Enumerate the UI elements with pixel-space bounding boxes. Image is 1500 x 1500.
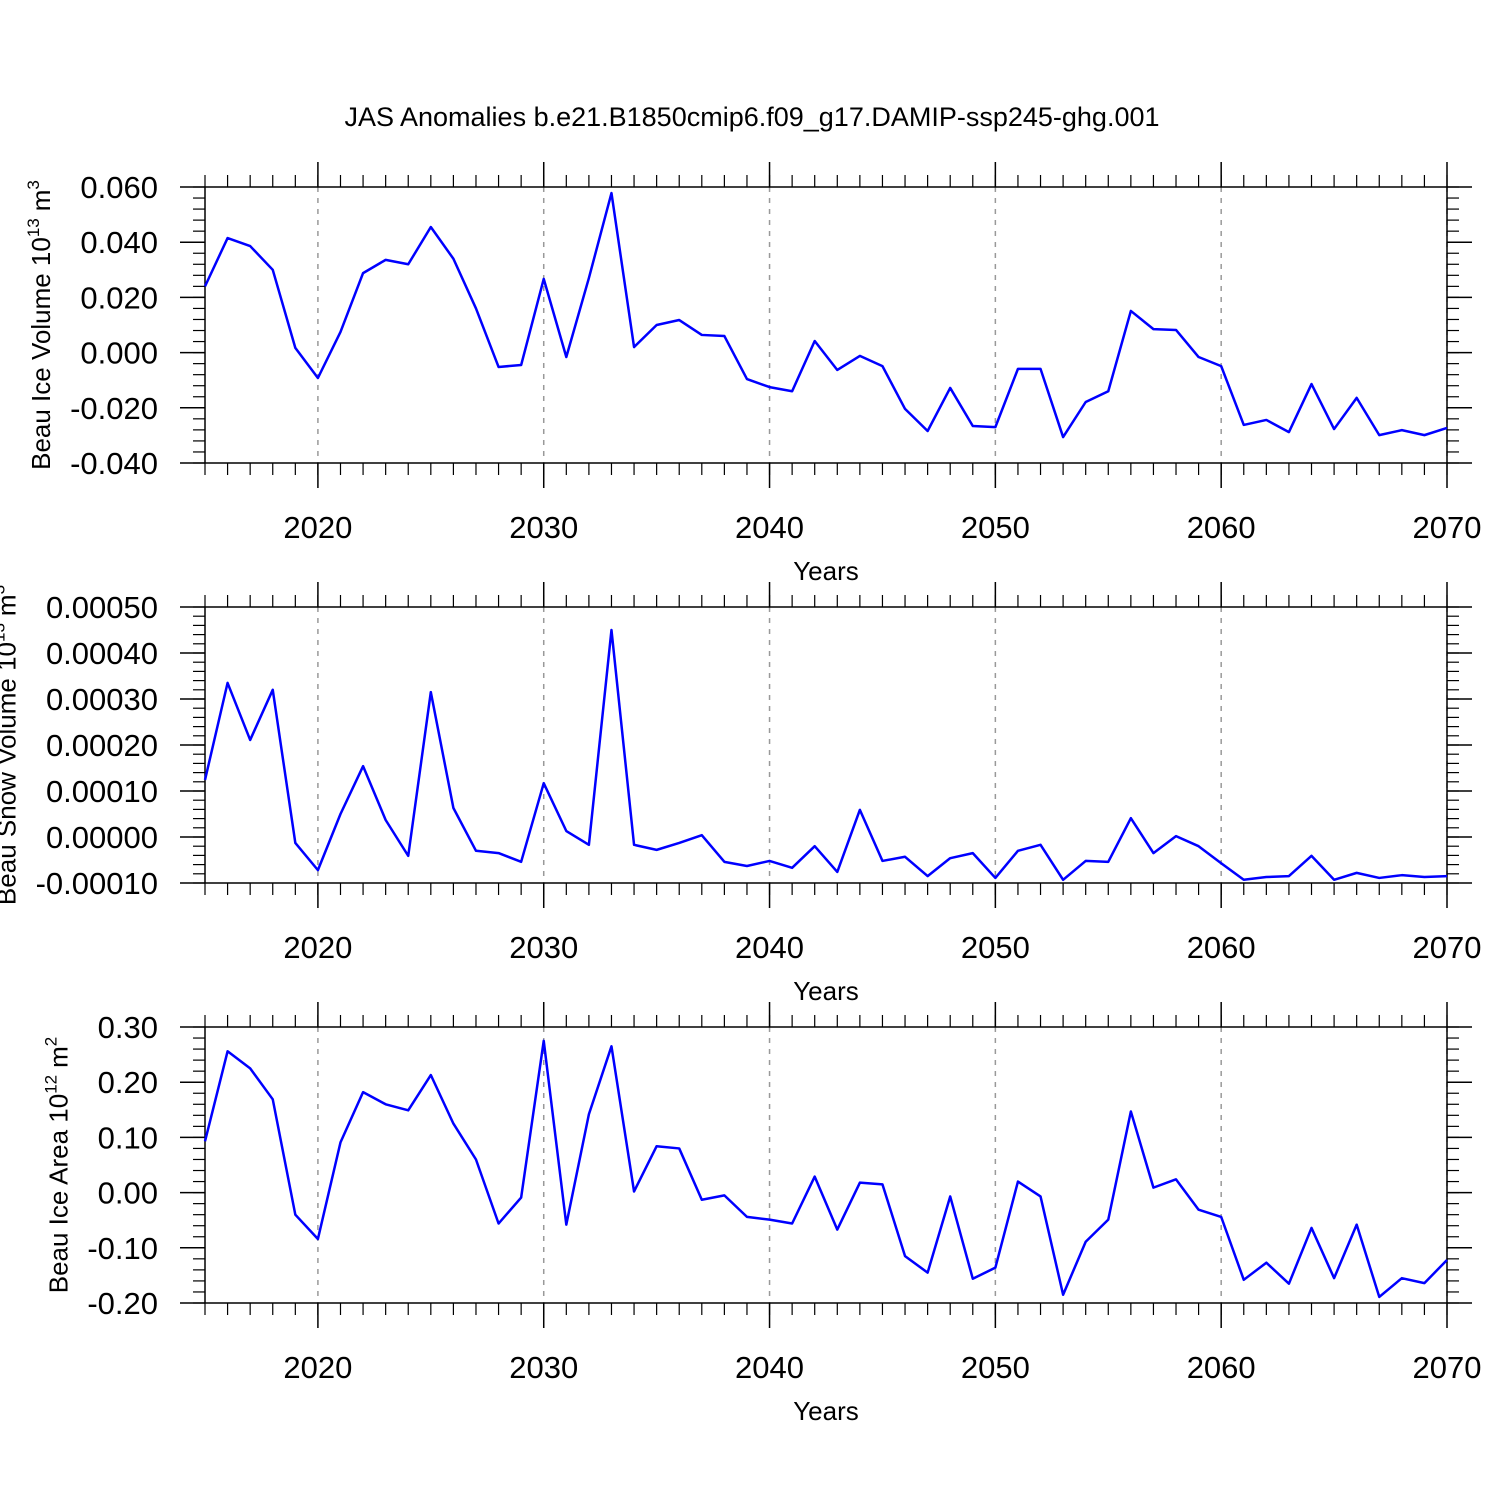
y-tick-label: 0.040 [80,225,158,260]
x-tick-label: 2020 [283,510,352,545]
y-tick-label: 0.20 [98,1065,158,1100]
y-axis-label-text: Beau Snow Volume 10 [0,642,22,905]
y-axis-label-unit-power: 3 [24,180,43,189]
plot-frame [204,186,1448,464]
y-axis-label-unit: m [0,594,22,616]
plot-frame [204,606,1448,884]
x-tick-label: 2070 [1413,930,1482,965]
y-axis-label-unit-power: 2 [41,1037,60,1046]
data-line [203,191,1448,439]
y-tick-label: 0.00010 [46,774,158,809]
y-axis-label: Beau Ice Area 1012 m2 [41,1037,73,1294]
y-tick-label: 0.00030 [46,682,158,717]
y-axis-label-power: 12 [41,1075,60,1094]
y-axis-label-unit-power: 3 [0,585,9,594]
y-axis-label-text: Beau Ice Volume 10 [26,237,56,470]
y-tick-label: -0.040 [70,446,158,481]
y-axis-label-unit: m [43,1046,73,1068]
plot-frame [204,1026,1448,1304]
y-tick-label: -0.20 [87,1286,158,1321]
x-tick-label: 2050 [961,1350,1030,1385]
x-axis-label: Years [793,976,859,1006]
y-axis-label-power: 13 [0,623,9,642]
x-tick-label: 2040 [735,930,804,965]
x-tick-label: 2070 [1413,510,1482,545]
y-axis-label: Beau Ice Volume 1013 m3 [24,180,56,470]
data-line [203,1039,1448,1299]
y-axis-label-power: 13 [24,218,43,237]
y-axis-label: Beau Snow Volume 1013 m3 [0,585,22,905]
y-tick-label: 0.00040 [46,636,158,671]
y-tick-label: -0.10 [87,1231,158,1266]
y-tick-label: 0.020 [80,280,158,315]
y-tick-label: -0.00010 [36,866,158,901]
x-tick-label: 2030 [509,510,578,545]
data-line [203,628,1448,882]
chart-title: JAS Anomalies b.e21.B1850cmip6.f09_g17.D… [344,102,1159,132]
y-tick-label: -0.020 [70,391,158,426]
x-tick-label: 2050 [961,930,1030,965]
x-axis-label: Years [793,556,859,586]
x-tick-label: 2020 [283,1350,352,1385]
x-tick-label: 2070 [1413,1350,1482,1385]
x-tick-label: 2040 [735,1350,804,1385]
x-tick-label: 2060 [1187,1350,1256,1385]
y-tick-label: 0.000 [80,336,158,371]
x-tick-label: 2050 [961,510,1030,545]
x-tick-label: 2040 [735,510,804,545]
y-tick-label: 0.00020 [46,728,158,763]
y-tick-label: 0.00 [98,1176,158,1211]
x-tick-label: 2060 [1187,510,1256,545]
y-tick-label: 0.30 [98,1010,158,1045]
y-tick-label: 0.00000 [46,820,158,855]
y-tick-label: 0.060 [80,170,158,205]
y-tick-label: 0.00050 [46,590,158,625]
x-tick-label: 2030 [509,1350,578,1385]
y-axis-label-text: Beau Ice Area 10 [43,1094,73,1293]
x-tick-label: 2020 [283,930,352,965]
x-axis-label: Years [793,1396,859,1426]
x-tick-label: 2060 [1187,930,1256,965]
x-tick-label: 2030 [509,930,578,965]
y-tick-label: 0.10 [98,1120,158,1155]
y-axis-label-unit: m [26,190,56,212]
